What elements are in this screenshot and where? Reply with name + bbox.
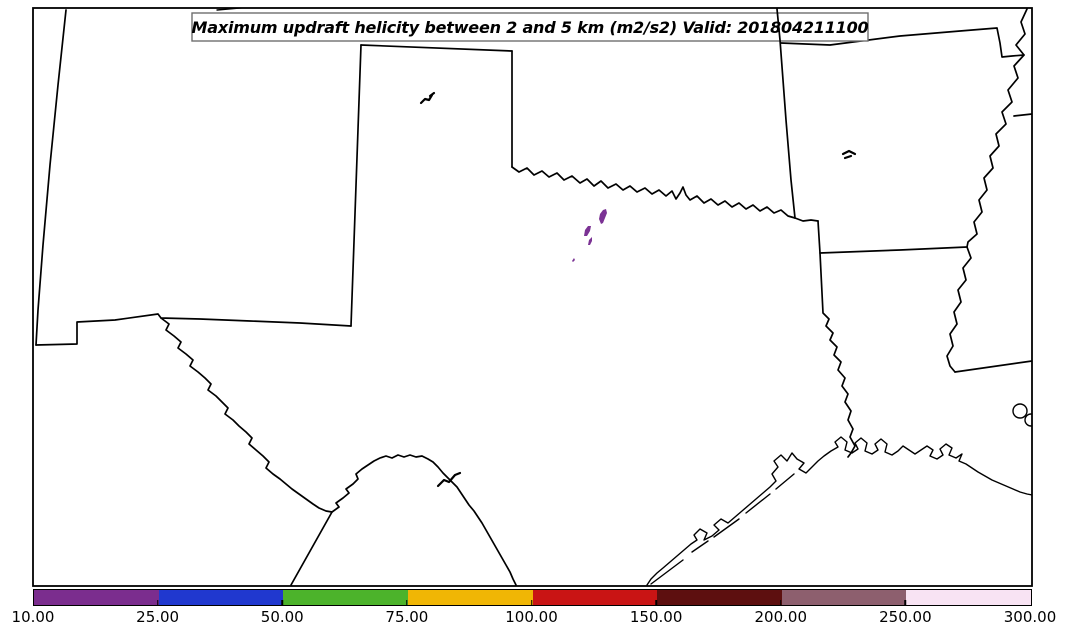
colorbar-labels: 10.00 25.00 50.00 75.00 100.00 150.00 200.00 25… [12, 608, 1057, 628]
colorbar-segment [532, 590, 658, 605]
border-texas-panhandle-top [360, 44, 513, 52]
colorbar-segment [781, 590, 907, 605]
colorbar-segment [657, 590, 782, 605]
helicity-contour [588, 237, 592, 245]
colorbar-segment [283, 590, 408, 605]
helicity-contour [584, 226, 591, 236]
colorbar-tick-label: 10.00 [11, 608, 55, 626]
border-mississippi-river [946, 8, 1028, 373]
colorbar-tick-label: 150.00 [629, 608, 683, 626]
colorbar-tick-label: 250.00 [879, 608, 932, 626]
colorbar-tick-label: 25.00 [136, 608, 180, 626]
helicity-contour [599, 209, 607, 224]
border-new-mexico-west [35, 9, 67, 346]
lake-amistad [436, 471, 462, 488]
state-borders [35, 8, 1032, 586]
border-tennessee-mississippi [1013, 113, 1032, 117]
coastline-gulf [646, 436, 1032, 586]
lake-eufaula [841, 149, 857, 160]
border-oklahoma-arkansas [776, 8, 796, 219]
colorbar-tick-label: 300.00 [1003, 608, 1057, 626]
helicity-contours [572, 209, 607, 262]
border-texas-louisiana-sabine [817, 220, 856, 458]
border-rio-grande-lower [331, 454, 517, 586]
colorbar-tick-label: 100.00 [505, 608, 558, 626]
colorbar-tick-label: 50.00 [260, 608, 304, 626]
border-rio-grande-upper [160, 317, 333, 513]
border-texas-panhandle-west [350, 44, 362, 327]
colorbar [33, 589, 1032, 606]
border-kansas-artifact [216, 8, 248, 11]
border-chihuahua-coahuila [290, 511, 333, 586]
helicity-contour [572, 258, 575, 262]
border-missouri-arkansas [780, 27, 1025, 58]
colorbar-segment [158, 590, 284, 605]
border-new-mexico-south [35, 313, 352, 346]
border-red-river [511, 166, 819, 222]
colorbar-segment [34, 590, 159, 605]
lake-meredith [419, 91, 436, 105]
colorbar-segment [407, 590, 533, 605]
plot-title: Maximum updraft helicity between 2 and 5… [191, 17, 869, 37]
plot-frame [32, 7, 1033, 587]
colorbar-tick-label: 75.00 [385, 608, 429, 626]
colorbar-segment [906, 590, 1031, 605]
border-louisiana-mississippi [954, 360, 1032, 373]
border-arkansas-louisiana [819, 246, 968, 254]
barrier-islands [650, 473, 795, 585]
lake-pontchartrain [1012, 403, 1032, 427]
title-box [191, 12, 869, 42]
colorbar-tick-label: 200.00 [754, 608, 808, 626]
